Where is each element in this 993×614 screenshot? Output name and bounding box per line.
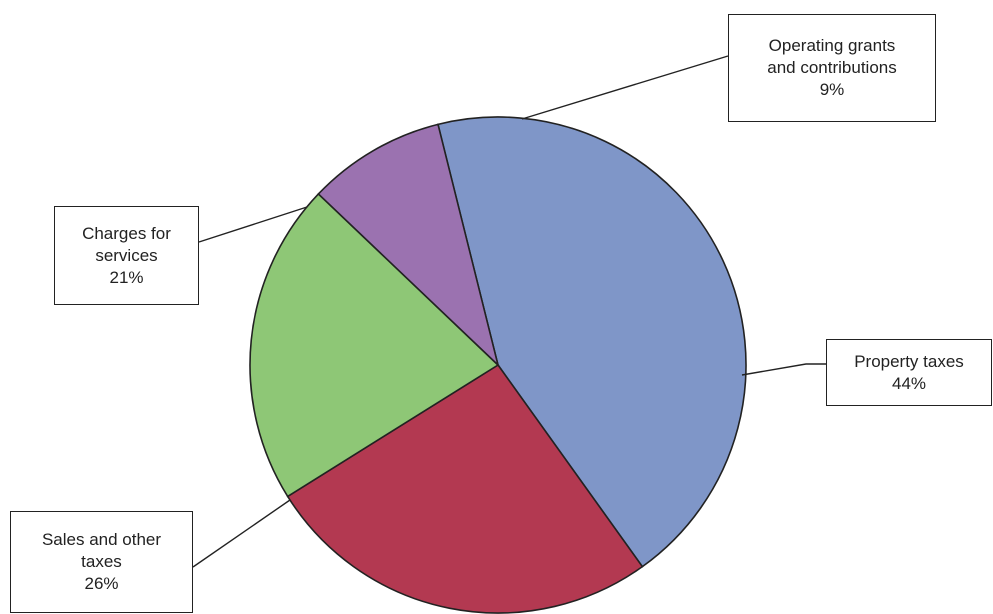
slice-label-charges-for-services: Charges for services 21% (54, 206, 199, 305)
leader-lines (192, 55, 826, 568)
slice-label-sales-and-other-taxes: Sales and other taxes 26% (10, 511, 193, 613)
pie-slices (249, 116, 747, 614)
leader-line-3 (521, 55, 729, 120)
pie-slice-3 (317, 123, 500, 368)
slice-label-operating-grants: Operating grants and contributions 9% (728, 14, 936, 122)
pie-slice-2 (249, 192, 500, 498)
pie-slice-1 (286, 363, 644, 614)
leader-line-0 (741, 363, 826, 376)
label-line: Operating grants (768, 36, 896, 55)
label-line: 21% (109, 267, 144, 287)
label-line: Property taxes (854, 351, 964, 371)
slice-label-property-taxes: Property taxes 44% (826, 339, 992, 406)
label-line: Sales and other (41, 530, 162, 549)
label-line: and contributions (767, 58, 897, 77)
label-line: 44% (891, 373, 927, 393)
label-line: Charges for (82, 223, 171, 243)
leader-line-1 (192, 499, 291, 568)
label-line: services (95, 245, 158, 265)
pie-slice-0 (437, 116, 747, 568)
leader-line-2 (198, 206, 308, 243)
label-line: taxes (81, 552, 122, 571)
label-line: 9% (819, 80, 845, 99)
label-line: 26% (84, 574, 119, 593)
